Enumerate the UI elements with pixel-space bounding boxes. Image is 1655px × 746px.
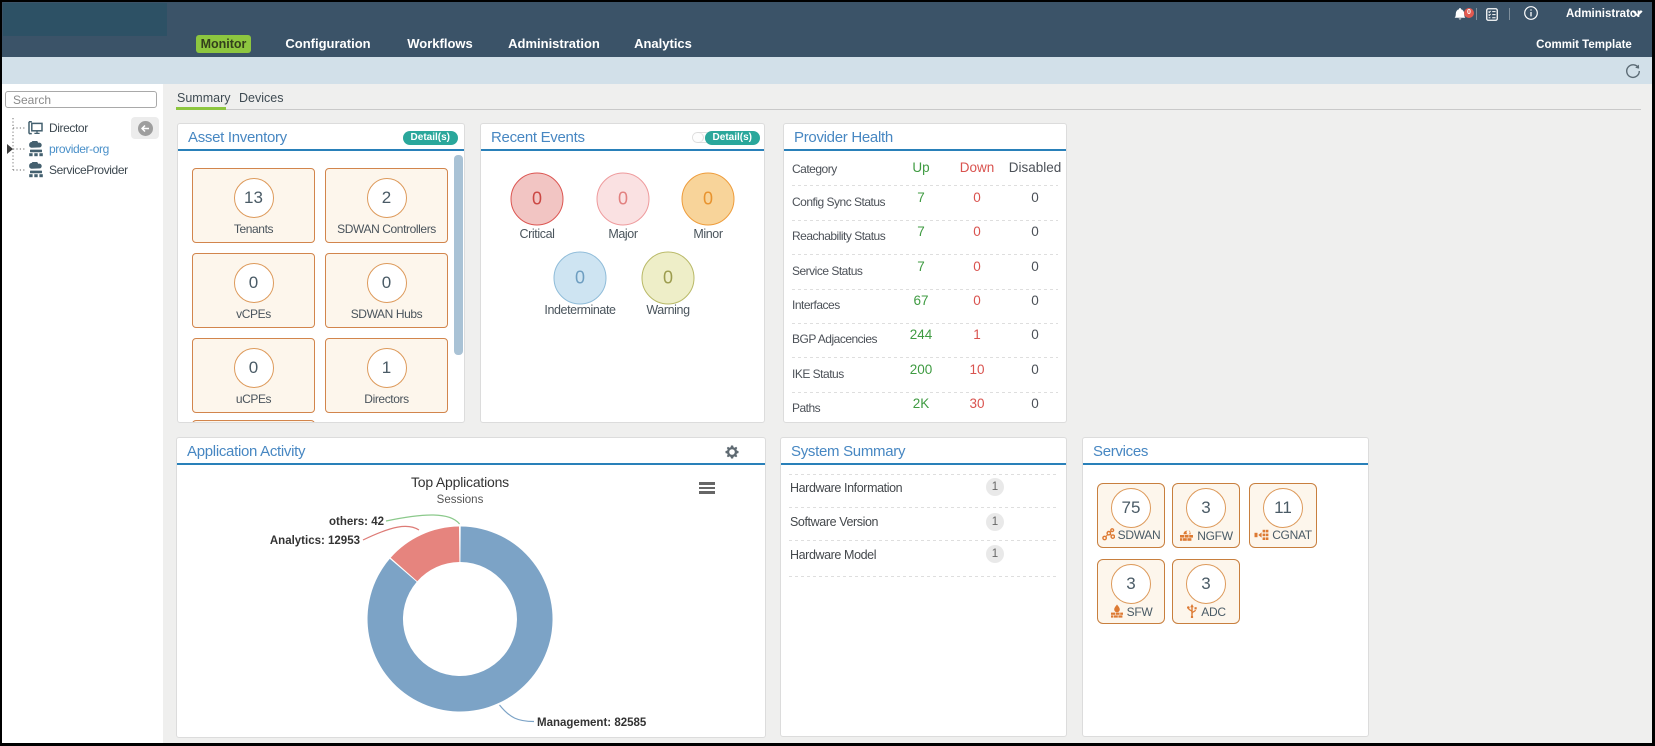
svg-text:Management: 82585: Management: 82585 <box>537 717 647 729</box>
svg-text:others: 42: others: 42 <box>329 516 384 528</box>
svg-text:Analytics: 12953: Analytics: 12953 <box>270 535 360 547</box>
